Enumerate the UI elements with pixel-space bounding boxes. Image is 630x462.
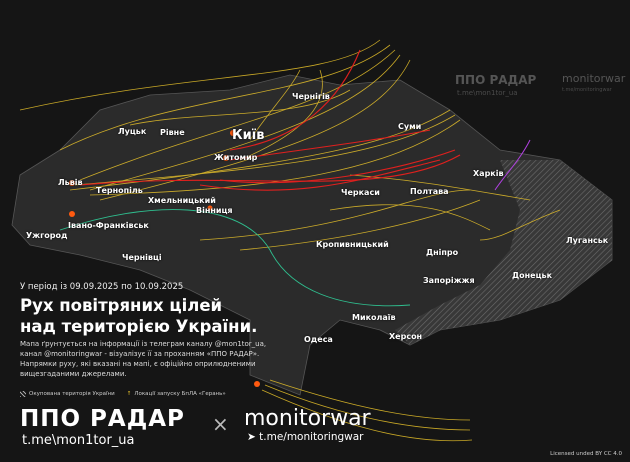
explosion-icon xyxy=(254,381,260,387)
collab-separator: × xyxy=(212,412,229,436)
legend-launch-sites: ↑ Локації запуску БпЛА «Герань» xyxy=(127,391,226,397)
city-kherson: Херсон xyxy=(389,332,423,341)
legend-launch-label: Локації запуску БпЛА «Герань» xyxy=(134,391,226,397)
ppo-radar-logo: ППО РАДАР xyxy=(20,406,185,432)
legend-occupied-label: Окупована територія України xyxy=(29,391,115,397)
license-text: Licensed unded BY CC 4.0 xyxy=(550,451,622,457)
city-mykolaiv: Миколаїв xyxy=(352,313,396,322)
city-lviv: Львів xyxy=(58,178,83,187)
city-rivne: Рівне xyxy=(160,128,185,137)
city-odesa: Одеса xyxy=(304,335,333,344)
monitorwar-link-text: t.me/monitoringwar xyxy=(259,431,364,443)
explosion-icon xyxy=(223,155,229,161)
city-kharkiv: Харків xyxy=(473,169,504,178)
city-ivano-frankivsk: Івано-Франківськ xyxy=(68,221,149,230)
city-kyiv: Київ xyxy=(232,128,265,143)
legend: Окупована територія України ↑ Локації зап… xyxy=(20,391,226,397)
city-poltava: Полтава xyxy=(410,187,449,196)
period-text: У період із 09.09.2025 по 10.09.2025 xyxy=(20,282,184,292)
watermark-monitor-link: t.me/monitoringwar xyxy=(562,87,612,93)
explosion-icon xyxy=(69,211,75,217)
drone-tracks xyxy=(19,39,561,442)
monitorwar-logo: monitorwar xyxy=(244,406,371,431)
missile-tracks xyxy=(79,49,461,191)
watermark-ppo-link: t.me\mon1tor_ua xyxy=(457,89,518,97)
occupied-territory xyxy=(395,160,612,345)
legend-occupied: Окупована територія України xyxy=(20,391,115,397)
city-chernihiv: Чернігів xyxy=(292,92,330,101)
city-khmelnytskyi: Хмельницький xyxy=(148,196,216,205)
page-title: Рух повітряних цілей над територією Укра… xyxy=(20,295,257,337)
city-lutsk: Луцьк xyxy=(118,127,147,136)
hatch-icon xyxy=(20,391,26,397)
city-dnipro: Дніпро xyxy=(426,248,459,257)
watermark-ppo-name: ППО РАДАР xyxy=(455,73,537,87)
city-sumy: Суми xyxy=(398,122,422,131)
title-line-2: над територією України. xyxy=(20,317,258,336)
city-vinnytsia: Вінниця xyxy=(196,206,233,215)
pin-icon: ↑ xyxy=(126,391,132,397)
monitorwar-link[interactable]: ➤ t.me/monitoringwar xyxy=(247,431,363,443)
explosion-markers xyxy=(69,130,260,387)
city-zaporizhzhia: Запоріжжя xyxy=(423,276,475,285)
city-donetsk: Донецьк xyxy=(512,271,552,280)
ppo-radar-link[interactable]: t.me\mon1tor_ua xyxy=(22,433,135,448)
city-luhansk: Луганськ xyxy=(566,236,609,245)
city-zhytomyr: Житомир xyxy=(214,153,258,162)
title-line-1: Рух повітряних цілей xyxy=(20,296,223,315)
other-tracks xyxy=(59,209,411,307)
explosion-icon xyxy=(230,130,236,136)
city-uzhhorod: Ужгород xyxy=(26,231,68,240)
city-chernivtsi: Чернівці xyxy=(122,253,162,262)
explosion-icon xyxy=(207,205,213,211)
watermark-monitor-name: monitorwar xyxy=(562,72,626,85)
city-cherkasy: Черкаси xyxy=(341,188,380,197)
telegram-icon: ➤ xyxy=(247,431,260,443)
city-kropyvnytskyi: Кропивницький xyxy=(316,240,389,249)
explosion-icon xyxy=(69,180,75,186)
description: Мапа ґрунтується на інформації із телегр… xyxy=(20,340,267,378)
city-ternopil: Тернопіль xyxy=(96,186,143,195)
purple-tracks xyxy=(494,139,531,191)
